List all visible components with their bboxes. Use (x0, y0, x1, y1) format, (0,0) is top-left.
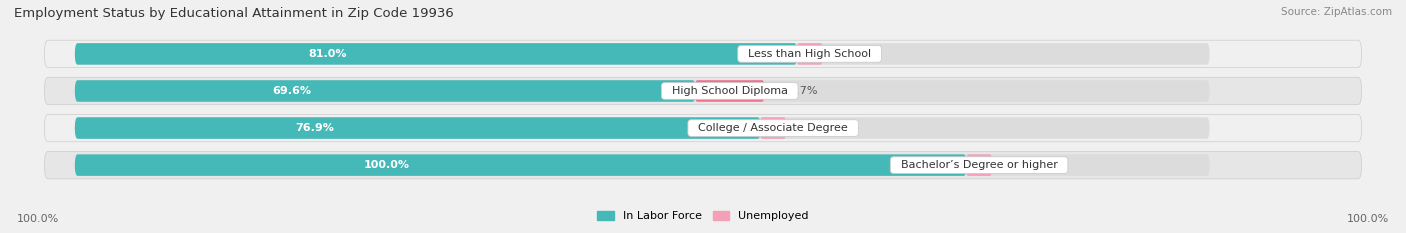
FancyBboxPatch shape (75, 154, 966, 176)
Text: 100.0%: 100.0% (1347, 214, 1389, 224)
FancyBboxPatch shape (761, 117, 786, 139)
Text: 81.0%: 81.0% (308, 49, 347, 59)
Legend: In Labor Force, Unemployed: In Labor Force, Unemployed (598, 211, 808, 221)
FancyBboxPatch shape (696, 80, 763, 102)
FancyBboxPatch shape (75, 117, 1209, 139)
Text: 0.0%: 0.0% (811, 123, 839, 133)
FancyBboxPatch shape (75, 43, 1209, 65)
Text: 0.0%: 0.0% (848, 49, 876, 59)
FancyBboxPatch shape (966, 154, 991, 176)
FancyBboxPatch shape (75, 154, 1209, 176)
Text: High School Diploma: High School Diploma (665, 86, 794, 96)
Text: Bachelor’s Degree or higher: Bachelor’s Degree or higher (894, 160, 1064, 170)
FancyBboxPatch shape (797, 43, 823, 65)
FancyBboxPatch shape (45, 151, 1361, 179)
FancyBboxPatch shape (75, 80, 696, 102)
Text: 100.0%: 100.0% (17, 214, 59, 224)
Text: 76.9%: 76.9% (295, 123, 335, 133)
FancyBboxPatch shape (75, 80, 1209, 102)
Text: 100.0%: 100.0% (364, 160, 411, 170)
Text: 7.7%: 7.7% (789, 86, 818, 96)
FancyBboxPatch shape (45, 77, 1361, 105)
FancyBboxPatch shape (45, 114, 1361, 142)
Text: Source: ZipAtlas.com: Source: ZipAtlas.com (1281, 7, 1392, 17)
FancyBboxPatch shape (75, 117, 761, 139)
Text: Less than High School: Less than High School (741, 49, 879, 59)
FancyBboxPatch shape (45, 40, 1361, 68)
Text: 0.0%: 0.0% (1017, 160, 1045, 170)
Text: College / Associate Degree: College / Associate Degree (692, 123, 855, 133)
Text: 69.6%: 69.6% (273, 86, 312, 96)
FancyBboxPatch shape (75, 43, 797, 65)
Text: Employment Status by Educational Attainment in Zip Code 19936: Employment Status by Educational Attainm… (14, 7, 454, 20)
